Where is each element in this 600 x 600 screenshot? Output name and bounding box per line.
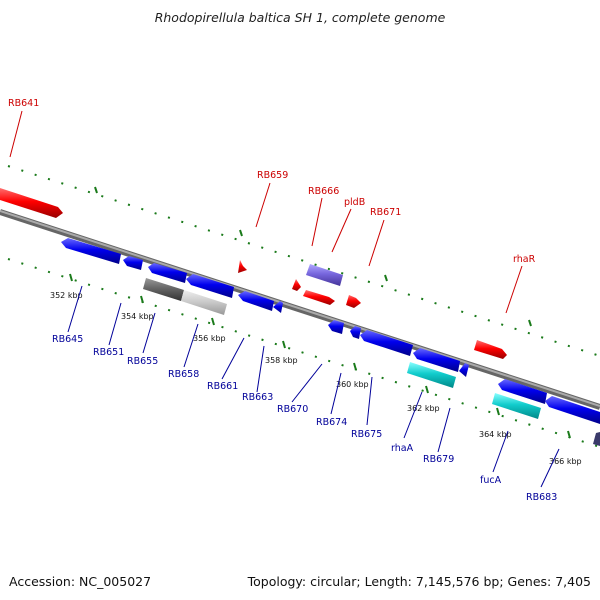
- scale-label-364: 364 kbp: [479, 430, 512, 439]
- gene-arrow-small-red[interactable]: [292, 279, 301, 291]
- accession-text: Accession: NC_005027: [9, 574, 151, 589]
- gene-arrow-rb651[interactable]: [123, 256, 143, 270]
- gene-label-rb683[interactable]: RB683: [526, 492, 557, 503]
- gene-arrow-rb658-light[interactable]: [181, 290, 227, 315]
- gene-arrow-rb659[interactable]: [238, 260, 247, 273]
- gene-arrow-rb679b[interactable]: [459, 363, 469, 377]
- scale-label-360: 360 kbp: [336, 380, 369, 389]
- scale-label-362: 362 kbp: [407, 404, 440, 413]
- gene-arrow-rhaa[interactable]: [407, 362, 456, 388]
- genome-summary-text: Topology: circular; Length: 7,145,576 bp…: [247, 574, 591, 589]
- gene-arrow-rb655a[interactable]: [148, 263, 187, 283]
- gene-label-rb645[interactable]: RB645: [52, 334, 83, 345]
- gene-arrow-rb675[interactable]: [360, 330, 413, 356]
- gene-arrow-edge[interactable]: [593, 432, 600, 446]
- gene-label-rb651[interactable]: RB651: [93, 347, 124, 358]
- gene-label-rb661[interactable]: RB661: [207, 381, 238, 392]
- scale-label-354: 354 kbp: [121, 312, 154, 321]
- gene-label-rb663[interactable]: RB663: [242, 392, 273, 403]
- genome-backbone: [0, 209, 600, 410]
- gene-label-rb670[interactable]: RB670: [277, 404, 308, 415]
- gene-label-rhaa[interactable]: rhaA: [391, 443, 414, 454]
- gene-label-rb666[interactable]: RB666: [308, 186, 339, 197]
- page-title: Rhodopirellula baltica SH 1, complete ge…: [155, 10, 446, 25]
- gene-arrow-rb661[interactable]: [238, 291, 274, 311]
- gene-label-rb641[interactable]: RB641: [8, 98, 39, 109]
- gene-label-rb659[interactable]: RB659: [257, 170, 288, 181]
- scale-label-356: 356 kbp: [193, 334, 226, 343]
- gene-arrow-rb679[interactable]: [413, 348, 460, 372]
- gene-arrow-rb683b[interactable]: [545, 396, 600, 424]
- bottom-tick-track: [7, 258, 600, 448]
- gene-arrow-rb666[interactable]: [303, 290, 335, 305]
- gene-arrow-rb655b[interactable]: [186, 274, 234, 298]
- gene-label-pldb[interactable]: pldB: [344, 197, 365, 208]
- gene-arrow-rb641[interactable]: [0, 188, 63, 218]
- bottom-leader-lines: [67, 285, 560, 488]
- gene-arrow-rb670[interactable]: [328, 320, 344, 334]
- gene-label-rb675[interactable]: RB675: [351, 429, 382, 440]
- gene-arrow-rb674[interactable]: [350, 326, 361, 339]
- scale-label-358: 358 kbp: [265, 356, 298, 365]
- scale-label-366: 366 kbp: [549, 457, 582, 466]
- reverse-strand-genes: [61, 238, 600, 446]
- gene-label-rb658[interactable]: RB658: [168, 369, 199, 380]
- gene-label-rb655[interactable]: RB655: [127, 356, 158, 367]
- gene-label-rb674[interactable]: RB674: [316, 417, 347, 428]
- gene-arrow-pldb[interactable]: [306, 264, 343, 286]
- gene-label-rhar[interactable]: rhaR: [513, 254, 536, 265]
- gene-arrow-rb671[interactable]: [346, 295, 361, 308]
- top-tick-track: [7, 165, 600, 357]
- gene-arrow-fuca[interactable]: [492, 393, 541, 419]
- gene-label-rb671[interactable]: RB671: [370, 207, 401, 218]
- gene-arrow-rb683a[interactable]: [498, 379, 547, 404]
- top-leader-lines: [9, 110, 523, 314]
- gene-arrow-rb663[interactable]: [273, 301, 283, 313]
- forward-strand-genes: [0, 188, 507, 359]
- gene-label-rb679[interactable]: RB679: [423, 454, 454, 465]
- gene-arrow-rhar[interactable]: [474, 340, 507, 359]
- gene-arrow-rb658-dark[interactable]: [143, 278, 184, 301]
- scale-label-352: 352 kbp: [50, 291, 83, 300]
- gene-arrow-rb645[interactable]: [61, 238, 121, 264]
- gene-label-fuca[interactable]: fucA: [480, 475, 502, 486]
